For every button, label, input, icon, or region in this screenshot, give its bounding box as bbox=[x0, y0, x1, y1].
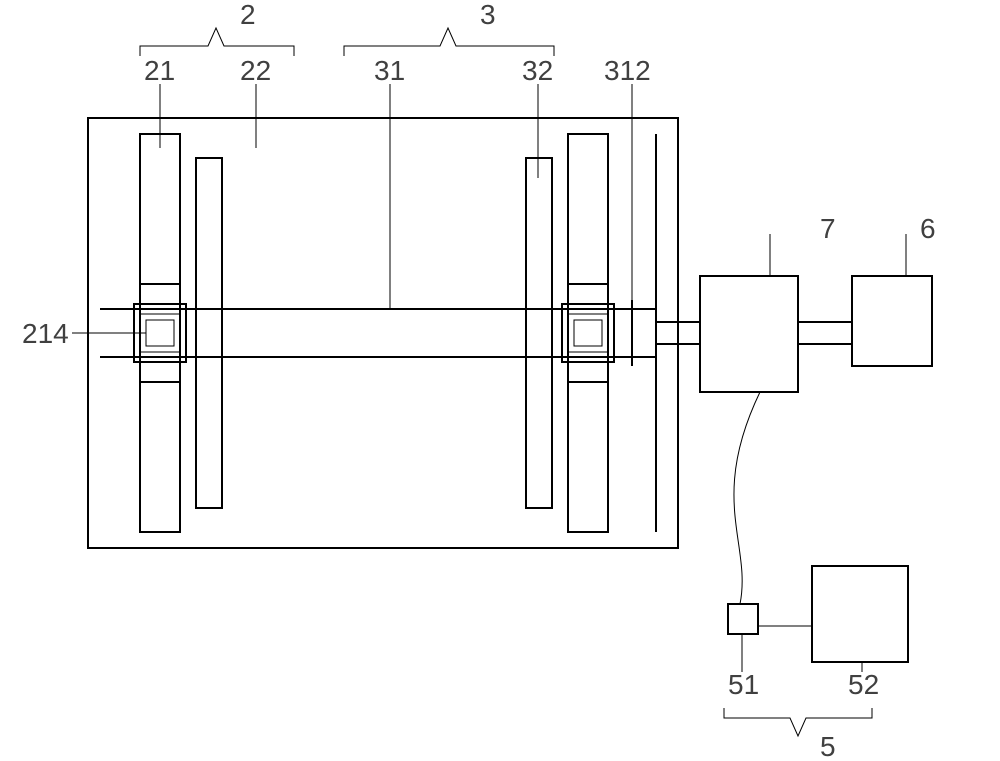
label-32: 32 bbox=[522, 55, 553, 86]
label-31: 31 bbox=[374, 55, 405, 86]
label-52: 52 bbox=[848, 669, 879, 700]
label-21: 21 bbox=[144, 55, 175, 86]
box-52 bbox=[812, 566, 908, 662]
label-group-2: 2 bbox=[240, 0, 256, 30]
main-enclosure bbox=[88, 118, 678, 548]
brace bbox=[344, 28, 554, 56]
box-7 bbox=[700, 276, 798, 392]
brace bbox=[724, 708, 872, 736]
box-6 bbox=[852, 276, 932, 366]
right-bearing-inner bbox=[574, 320, 602, 346]
left-wheel bbox=[196, 158, 222, 508]
left-bearing-inner bbox=[146, 320, 174, 346]
label-51: 51 bbox=[728, 669, 759, 700]
right-hub bbox=[562, 304, 614, 362]
box-51 bbox=[728, 604, 758, 634]
signal-wire bbox=[734, 392, 760, 604]
label-group-5: 5 bbox=[820, 731, 836, 761]
right-wheel bbox=[526, 158, 552, 508]
label-7: 7 bbox=[820, 213, 836, 244]
label-214: 214 bbox=[22, 318, 69, 349]
label-312: 312 bbox=[604, 55, 651, 86]
label-22: 22 bbox=[240, 55, 271, 86]
brace bbox=[140, 28, 294, 56]
label-6: 6 bbox=[920, 213, 936, 244]
label-group-3: 3 bbox=[480, 0, 496, 30]
